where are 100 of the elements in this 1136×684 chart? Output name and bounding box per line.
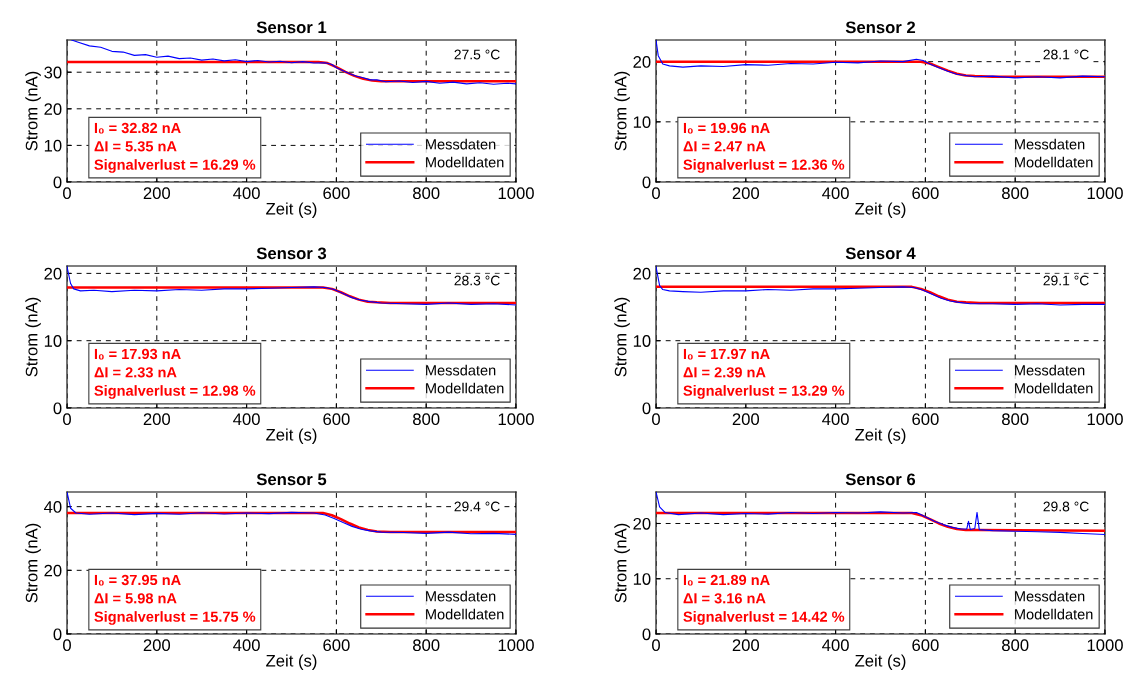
annotation: Signalverlust = 12.98 %	[94, 385, 256, 399]
legend-label: Messdaten	[426, 138, 496, 150]
annotation: Signalverlust = 14.42 %	[683, 611, 845, 625]
x-tick-label: 800	[413, 187, 440, 200]
x-axis-title: Zeit (s)	[266, 428, 317, 444]
x-tick-label: 400	[233, 413, 260, 426]
x-tick-label: 400	[233, 639, 260, 652]
x-tick-label: 1000	[1087, 187, 1123, 200]
annotation: 29.4 °C	[454, 501, 500, 512]
x-tick-label: 400	[233, 187, 260, 200]
annotation: I₀ = 32.82 nA	[94, 122, 181, 134]
y-tick-label: 20	[44, 103, 62, 116]
x-tick-label: 400	[822, 413, 849, 426]
x-tick-label: 800	[1002, 413, 1029, 426]
annotation: Signalverlust = 12.36 %	[683, 159, 845, 173]
chart-title: Sensor 2	[845, 21, 916, 34]
x-axis-title: Zeit (s)	[855, 654, 906, 670]
annotation: 28.3 °C	[454, 275, 500, 286]
y-tick-label: 20	[44, 564, 62, 577]
legend-label: Modelldaten	[426, 608, 504, 620]
y-axis-title: Strom (nA)	[614, 297, 630, 377]
y-tick-label: 20	[633, 56, 651, 68]
x-tick-label: 400	[822, 639, 849, 652]
y-tick-label: 10	[44, 335, 62, 347]
x-tick-label: 600	[912, 187, 939, 200]
annotation: ΔI = 2.33 nA	[94, 367, 177, 378]
x-tick-label: 600	[912, 413, 939, 426]
y-tick-label: 20	[44, 267, 62, 280]
legend-label: Messdaten	[1015, 364, 1085, 376]
x-tick-label: 400	[822, 187, 849, 200]
annotation: 29.8 °C	[1043, 501, 1089, 512]
y-tick-label: 0	[53, 176, 62, 189]
legend-label: Modelldaten	[1015, 608, 1093, 620]
legend-label: Messdaten	[426, 590, 496, 602]
annotation: I₀ = 17.97 nA	[683, 348, 770, 360]
y-axis-title: Strom (nA)	[25, 523, 41, 603]
y-tick-label: 10	[633, 573, 651, 585]
annotation: ΔI = 3.16 nA	[683, 593, 766, 604]
legend-label: Modelldaten	[1015, 156, 1093, 168]
annotation: Signalverlust = 13.29 %	[683, 385, 845, 399]
legend-label: Messdaten	[1015, 590, 1085, 602]
x-tick-label: 200	[143, 413, 171, 426]
x-tick-label: 800	[1002, 639, 1029, 652]
annotation: I₀ = 19.96 nA	[683, 122, 770, 134]
x-axis-title: Zeit (s)	[266, 654, 317, 670]
chart-title: Sensor 6	[845, 473, 916, 486]
annotation: I₀ = 21.89 nA	[683, 574, 770, 586]
x-tick-label: 1000	[498, 639, 534, 652]
x-tick-label: 800	[413, 639, 440, 652]
annotation: ΔI = 2.39 nA	[683, 367, 766, 378]
x-tick-label: 0	[63, 187, 71, 200]
x-tick-label: 0	[652, 413, 660, 426]
x-tick-label: 800	[413, 413, 440, 426]
legend-label: Modelldaten	[1015, 382, 1093, 394]
annotation: 28.1 °C	[1043, 49, 1089, 60]
y-tick-label: 40	[43, 501, 62, 513]
chart-title: Sensor 1	[256, 21, 327, 34]
y-axis-title: Strom (nA)	[614, 523, 630, 603]
x-tick-label: 0	[63, 413, 71, 426]
x-tick-label: 600	[323, 187, 350, 200]
chart-title: Sensor 4	[845, 247, 916, 260]
annotation: Signalverlust = 16.29 %	[94, 159, 256, 173]
x-tick-label: 1000	[498, 413, 534, 426]
x-tick-label: 1000	[498, 187, 534, 200]
x-tick-label: 200	[732, 639, 760, 652]
x-tick-label: 0	[63, 639, 71, 652]
y-tick-label: 20	[633, 517, 651, 530]
y-tick-label: 0	[53, 402, 62, 415]
annotation: ΔI = 5.98 nA	[94, 593, 177, 604]
x-axis-title: Zeit (s)	[266, 202, 317, 218]
x-tick-label: 800	[1002, 187, 1029, 200]
y-tick-label: 30	[44, 66, 62, 79]
x-tick-label: 0	[652, 639, 660, 652]
chart-title: Sensor 3	[256, 247, 327, 260]
x-axis-title: Zeit (s)	[855, 428, 906, 444]
x-tick-label: 600	[323, 413, 350, 426]
y-tick-label: 10	[44, 139, 62, 152]
x-tick-label: 200	[732, 187, 760, 200]
y-axis-title: Strom (nA)	[25, 297, 41, 377]
legend-label: Modelldaten	[426, 156, 504, 168]
x-tick-label: 200	[143, 639, 171, 652]
y-axis-title: Strom (nA)	[614, 71, 630, 151]
y-tick-label: 0	[642, 628, 651, 641]
annotation: I₀ = 37.95 nA	[94, 574, 181, 586]
legend-label: Modelldaten	[426, 382, 504, 394]
legend-label: Messdaten	[426, 364, 496, 376]
x-axis-title: Zeit (s)	[855, 202, 906, 218]
annotation: I₀ = 17.93 nA	[94, 348, 181, 360]
annotation: Signalverlust = 15.75 %	[94, 611, 256, 625]
legend-label: Messdaten	[1015, 138, 1085, 150]
y-tick-label: 0	[642, 402, 651, 415]
x-tick-label: 600	[912, 639, 939, 652]
x-tick-label: 0	[652, 187, 660, 200]
annotation: ΔI = 2.47 nA	[683, 141, 766, 152]
x-tick-label: 200	[143, 187, 171, 200]
x-tick-label: 200	[732, 413, 760, 426]
x-tick-label: 600	[323, 639, 350, 652]
y-tick-label: 10	[633, 335, 651, 347]
y-tick-label: 0	[53, 628, 62, 641]
y-tick-label: 0	[642, 176, 651, 189]
